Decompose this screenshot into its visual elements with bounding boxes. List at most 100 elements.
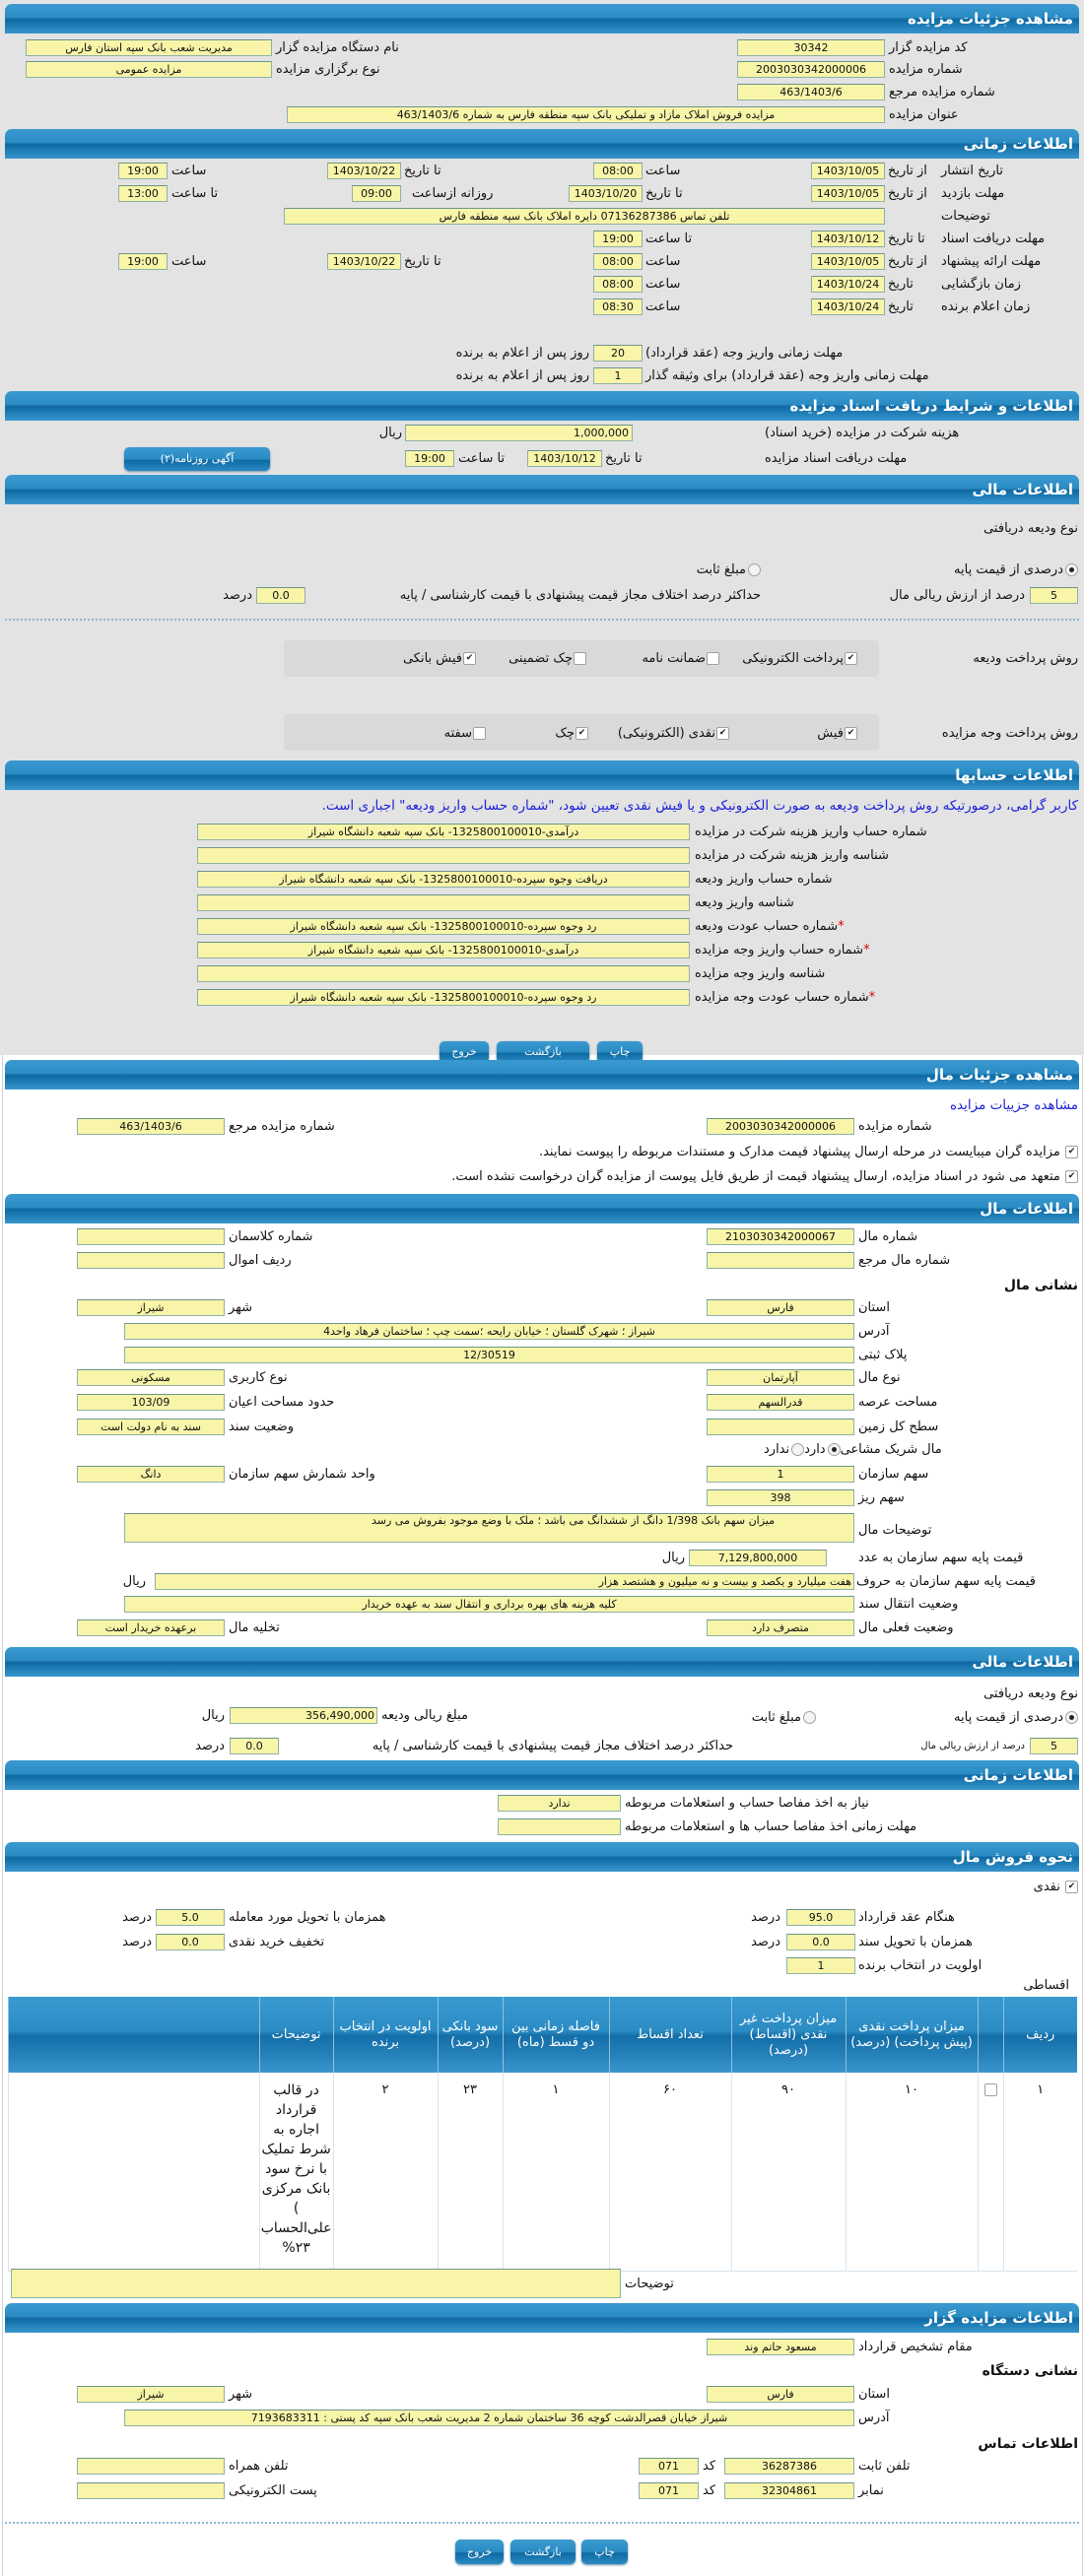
deposit-method-electronic[interactable]: پرداخت الکترونیکی bbox=[742, 650, 857, 667]
auction-details-link[interactable]: مشاهده جزییات مزایده bbox=[949, 1097, 1078, 1113]
docs-to-label: تا تاریخ bbox=[888, 231, 925, 246]
building-area-label: حدود مساحت اعیان bbox=[229, 1395, 335, 1410]
payment-deadline-suffix: روز پس از اعلام به برنده bbox=[455, 346, 589, 361]
checkbox-icon[interactable] bbox=[1065, 1170, 1078, 1183]
fax-field: 32304861 bbox=[724, 2482, 854, 2499]
winner-time-label: ساعت bbox=[645, 299, 681, 314]
back-button[interactable]: بازگشت bbox=[497, 1041, 589, 1063]
cash-checkbox[interactable]: نقدی bbox=[1034, 1879, 1078, 1895]
checkbox-icon[interactable] bbox=[463, 652, 476, 665]
deed-delivery-unit: درصد bbox=[751, 1935, 780, 1949]
timing-notes-field: تلفن تماس 07136287386 دایره املاک بانک س… bbox=[284, 208, 885, 225]
checkbox-icon[interactable] bbox=[845, 727, 857, 740]
checkbox-icon[interactable] bbox=[707, 652, 719, 665]
deposit-method-bank-slip[interactable]: فیش بانکی bbox=[403, 650, 476, 667]
asset-plate-field: 12/30519 bbox=[124, 1347, 854, 1363]
deposit-method-label: روش پرداخت ودیعه bbox=[973, 651, 1078, 666]
checkbox-icon[interactable] bbox=[473, 727, 486, 740]
shared-yes-label: دارد bbox=[804, 1442, 826, 1457]
auction-ref-field: 463/1403/6 bbox=[737, 84, 885, 100]
building-area-field: 103/09 bbox=[77, 1394, 225, 1411]
share-unit-label: واحد شمارش سهم سازمان bbox=[229, 1467, 375, 1482]
option-label: فیش بانکی bbox=[402, 651, 462, 666]
fax-code-label: کد bbox=[703, 2483, 716, 2498]
contract-percent-field: 95.0 bbox=[786, 1909, 855, 1926]
docs-to-date: 1403/10/12 bbox=[527, 450, 602, 467]
radio-icon[interactable] bbox=[827, 1443, 841, 1456]
no-file-offer-checkbox[interactable]: متعهد می شود در اسناد مزایده، ارسال پیشن… bbox=[451, 1168, 1078, 1185]
cell-select[interactable] bbox=[977, 2073, 1003, 2272]
deposit-method-guarantee[interactable]: ضمانت نامه bbox=[642, 650, 719, 667]
checkbox-label: متعهد می شود در اسناد مزایده، ارسال پیشن… bbox=[451, 1169, 1060, 1184]
checkbox-icon[interactable] bbox=[576, 727, 588, 740]
back-button-bottom[interactable]: بازگشت bbox=[510, 2540, 576, 2564]
asset-description-label: توضیحات مال bbox=[858, 1523, 932, 1538]
account-label-text: شماره حساب عودت ودیعه bbox=[695, 919, 839, 934]
docs-to-date-label: تا تاریخ bbox=[605, 451, 643, 466]
asset-deposit-percent-option[interactable]: درصدی از قیمت پایه bbox=[954, 1709, 1078, 1726]
checkbox-icon[interactable] bbox=[716, 727, 729, 740]
asset-deposit-fixed-option[interactable]: مبلغ ثابت bbox=[752, 1709, 816, 1726]
deposit-fixed-option[interactable]: مبلغ ثابت bbox=[697, 561, 761, 578]
payment-method-slip[interactable]: فیش bbox=[817, 725, 857, 742]
exit-button-bottom[interactable]: خروج bbox=[455, 2540, 504, 2564]
asset-province-label: استان bbox=[858, 1300, 890, 1315]
payment-method-cash[interactable]: نقدی (الکترونیکی) bbox=[618, 725, 729, 742]
deed-delivery-label: همزمان با تحویل سند bbox=[858, 1935, 973, 1949]
delivery-percent-field: 5.0 bbox=[156, 1909, 225, 1926]
cell-interest: ۲۳ bbox=[437, 2073, 503, 2272]
checkbox-icon[interactable] bbox=[574, 652, 586, 665]
sale-method-header: نحوه فروش مال bbox=[5, 1842, 1079, 1872]
radio-icon[interactable] bbox=[748, 563, 761, 576]
shared-ownership-label: مال شریک مشاعی bbox=[840, 1442, 942, 1457]
cash-discount-unit: درصد bbox=[122, 1935, 152, 1949]
radio-icon[interactable] bbox=[791, 1443, 805, 1456]
offer-from-time: 08:00 bbox=[593, 253, 643, 270]
publish-to-date: 1403/10/22 bbox=[327, 163, 401, 179]
fee-label: هزینه شرکت در مزایده (خرید اسناد) bbox=[765, 426, 960, 440]
asset-number-field: 2103030342000067 bbox=[707, 1228, 854, 1245]
deposit-method-check[interactable]: چک تضمینی bbox=[508, 650, 586, 667]
checkbox-icon[interactable] bbox=[1065, 1881, 1078, 1893]
cell-noncash: ۹۰ bbox=[730, 2073, 846, 2272]
deposit-percent-option[interactable]: درصدی از قیمت پایه bbox=[954, 561, 1078, 578]
newspaper-ad-button[interactable]: آگهی روزنامه(۲) bbox=[124, 447, 270, 471]
payment-method-promissory[interactable]: سفته bbox=[444, 725, 486, 742]
auctioneer-header: اطلاعات مزایده گزار bbox=[5, 2303, 1079, 2333]
offer-to-label: تا تاریخ bbox=[404, 254, 441, 269]
opening-time: 08:00 bbox=[593, 276, 643, 293]
asset-row-field bbox=[77, 1252, 225, 1269]
org-name-field: مدیریت شعب بانک سپه استان فارس bbox=[26, 39, 272, 56]
land-area-label: مساحت عرصه bbox=[858, 1395, 938, 1410]
checkbox-icon[interactable] bbox=[845, 652, 857, 665]
col-priority: اولویت در انتخاب برنده bbox=[332, 1997, 438, 2073]
account-label-text: شماره حساب واریز وجه مزایده bbox=[695, 943, 864, 958]
radio-icon[interactable] bbox=[1065, 1711, 1078, 1724]
print-button[interactable]: چاپ bbox=[597, 1041, 643, 1063]
checkbox-icon[interactable] bbox=[984, 2083, 997, 2096]
publish-label: تاریخ انتشار bbox=[941, 164, 1003, 178]
offer-from-date: 1403/10/05 bbox=[811, 253, 885, 270]
required-mark: * bbox=[863, 943, 870, 958]
print-button-bottom[interactable]: چاپ bbox=[581, 2540, 628, 2564]
exit-button[interactable]: خروج bbox=[440, 1041, 489, 1063]
radio-icon[interactable] bbox=[1065, 563, 1078, 576]
property-details-header: مشاهده جزئیات مال bbox=[5, 1060, 1079, 1090]
visit-from-label: از تاریخ bbox=[888, 186, 927, 201]
evacuation-field: برعهده خریدار است bbox=[77, 1619, 225, 1636]
publish-from-date: 1403/10/05 bbox=[811, 163, 885, 179]
cash-discount-label: تخفیف خرید نقدی bbox=[229, 1935, 325, 1949]
auction-type-label: نوع برگزاری مزایده bbox=[276, 62, 380, 77]
attach-docs-checkbox[interactable]: مزایده گران میبایست در مرحله ارسال پیشنه… bbox=[539, 1144, 1078, 1160]
radio-icon[interactable] bbox=[803, 1711, 816, 1724]
auction-code-field: 30342 bbox=[737, 39, 885, 56]
org-province-field: فارس bbox=[707, 2386, 854, 2403]
collateral-deadline-suffix: روز پس از اعلام به برنده bbox=[455, 368, 589, 383]
account-label-text: شماره حساب عودت وجه مزایده bbox=[695, 990, 869, 1005]
asset-kind-field: آپارتمان bbox=[707, 1369, 854, 1386]
total-land-field bbox=[707, 1419, 854, 1435]
checkbox-icon[interactable] bbox=[1065, 1146, 1078, 1158]
publish-from-time-label: ساعت bbox=[645, 164, 681, 178]
payment-method-check[interactable]: چک bbox=[555, 725, 588, 742]
deposit-amount-currency: ریال bbox=[201, 1708, 225, 1723]
